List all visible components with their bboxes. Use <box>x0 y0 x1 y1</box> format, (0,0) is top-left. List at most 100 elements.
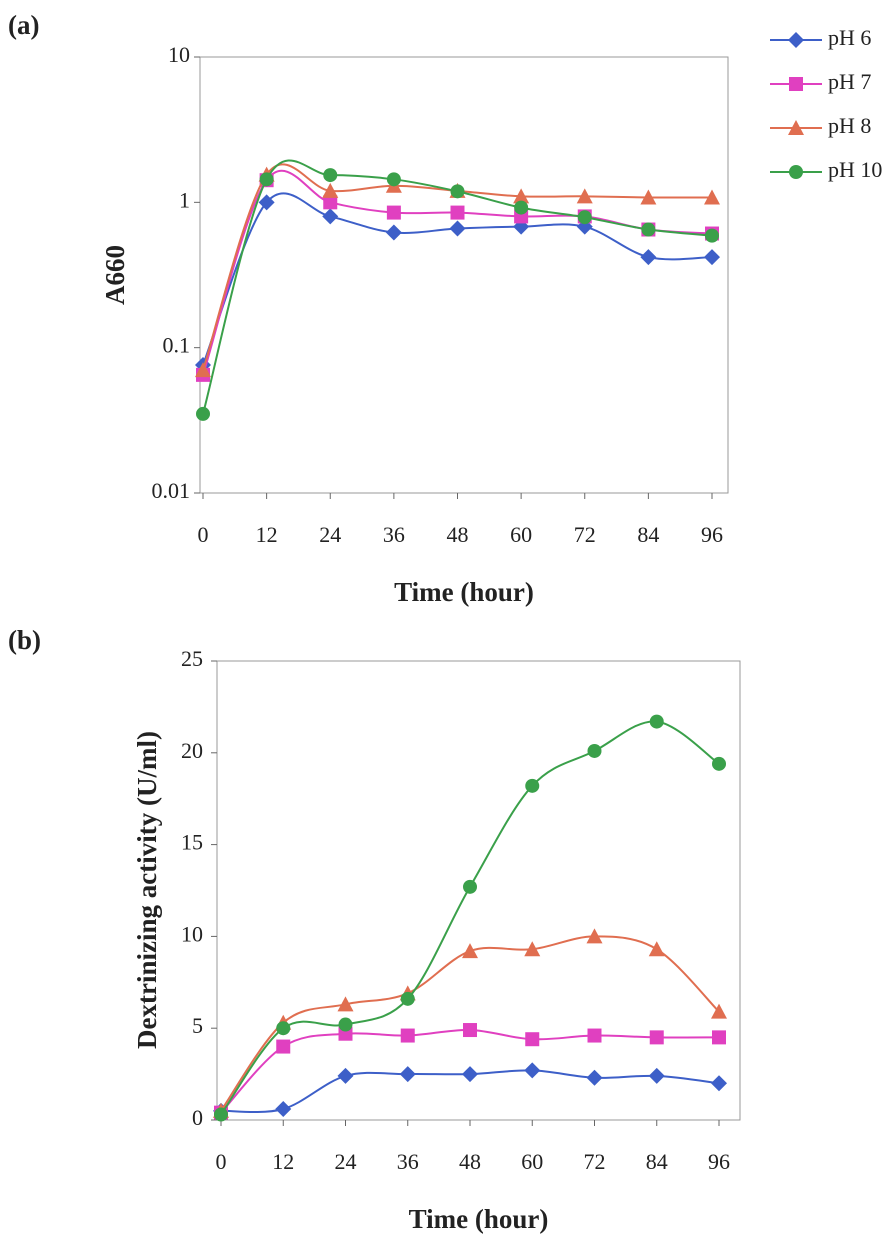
marker <box>587 743 602 758</box>
marker <box>196 406 210 421</box>
x-tick-label: 24 <box>335 1149 357 1174</box>
y-axis-title: Dextrinizing activity (U/ml) <box>132 731 162 1049</box>
marker <box>399 1066 416 1083</box>
y-tick-label: 15 <box>181 830 203 855</box>
marker <box>195 362 211 378</box>
marker <box>338 1017 353 1032</box>
marker <box>276 1039 291 1054</box>
marker <box>463 1023 477 1038</box>
plot-frame <box>216 660 741 1121</box>
marker <box>337 1067 354 1084</box>
marker <box>525 778 540 793</box>
x-tick-label: 0 <box>198 522 209 547</box>
marker <box>704 249 720 266</box>
marker <box>258 194 275 211</box>
marker <box>214 1107 228 1122</box>
x-tick-label: 12 <box>256 522 278 547</box>
marker <box>586 928 603 944</box>
marker <box>525 1032 540 1047</box>
x-tick-label: 12 <box>272 1149 294 1174</box>
marker <box>513 188 530 204</box>
x-tick-label: 60 <box>521 1149 543 1174</box>
marker <box>463 879 477 894</box>
series-line <box>202 159 713 415</box>
marker <box>705 228 719 243</box>
marker <box>711 1003 727 1019</box>
legend-label: pH 10 <box>828 157 882 182</box>
marker <box>385 224 402 241</box>
x-tick-label: 36 <box>397 1149 419 1174</box>
marker <box>577 210 592 225</box>
y-tick-label: 1 <box>179 187 190 212</box>
y-tick-label: 0 <box>192 1105 203 1130</box>
marker <box>449 220 466 237</box>
y-tick-label: 5 <box>192 1013 203 1038</box>
marker <box>648 1067 665 1084</box>
marker <box>711 1075 727 1092</box>
marker <box>649 1030 664 1045</box>
marker <box>450 184 465 199</box>
x-tick-label: 0 <box>216 1149 227 1174</box>
marker <box>648 941 665 957</box>
marker <box>323 195 338 210</box>
marker <box>649 714 664 729</box>
x-axis-title: Time (hour) <box>394 577 534 607</box>
marker <box>704 189 720 205</box>
y-tick-label: 0.01 <box>152 478 191 503</box>
x-tick-label: 72 <box>574 522 596 547</box>
marker <box>586 1069 603 1086</box>
marker <box>462 943 478 959</box>
marker <box>259 172 274 187</box>
marker <box>276 1021 291 1036</box>
y-tick-label: 0.1 <box>163 333 191 358</box>
marker <box>641 222 656 237</box>
marker <box>514 200 529 215</box>
marker <box>640 189 657 205</box>
marker <box>400 991 415 1006</box>
x-tick-label: 96 <box>701 522 723 547</box>
plot-frame <box>199 56 729 494</box>
x-tick-label: 84 <box>646 1149 668 1174</box>
marker <box>322 182 339 198</box>
legend-marker <box>789 165 803 179</box>
panel-label: (b) <box>8 625 41 655</box>
y-tick-label: 10 <box>181 921 203 946</box>
marker <box>400 1028 415 1043</box>
marker <box>587 1028 602 1043</box>
marker <box>275 1100 292 1117</box>
y-tick-label: 25 <box>181 646 203 671</box>
marker <box>386 205 401 220</box>
legend-label: pH 6 <box>828 25 871 50</box>
x-tick-label: 48 <box>459 1149 481 1174</box>
marker <box>322 208 339 225</box>
legend-label: pH 8 <box>828 113 871 138</box>
marker <box>712 756 726 771</box>
x-axis-title: Time (hour) <box>409 1204 549 1234</box>
marker <box>712 1030 726 1045</box>
marker <box>576 188 593 204</box>
y-tick-label: 10 <box>168 42 190 67</box>
x-tick-label: 36 <box>383 522 405 547</box>
x-tick-label: 72 <box>584 1149 606 1174</box>
x-tick-label: 48 <box>447 522 469 547</box>
marker <box>337 996 354 1012</box>
marker <box>524 1062 541 1079</box>
series-line <box>202 169 713 376</box>
legend-marker <box>788 32 804 48</box>
x-tick-label: 24 <box>319 522 341 547</box>
legend-marker <box>789 77 803 91</box>
y-tick-label: 20 <box>181 738 203 763</box>
marker <box>640 249 657 266</box>
series-line <box>220 720 720 1116</box>
legend-label: pH 7 <box>828 69 871 94</box>
x-tick-label: 96 <box>708 1149 730 1174</box>
x-tick-label: 84 <box>637 522 659 547</box>
y-axis-title: A660 <box>100 245 130 305</box>
legend-marker <box>788 120 804 135</box>
x-tick-label: 60 <box>510 522 532 547</box>
marker <box>323 168 338 183</box>
panel-label: (a) <box>8 10 39 40</box>
marker <box>462 1066 478 1083</box>
